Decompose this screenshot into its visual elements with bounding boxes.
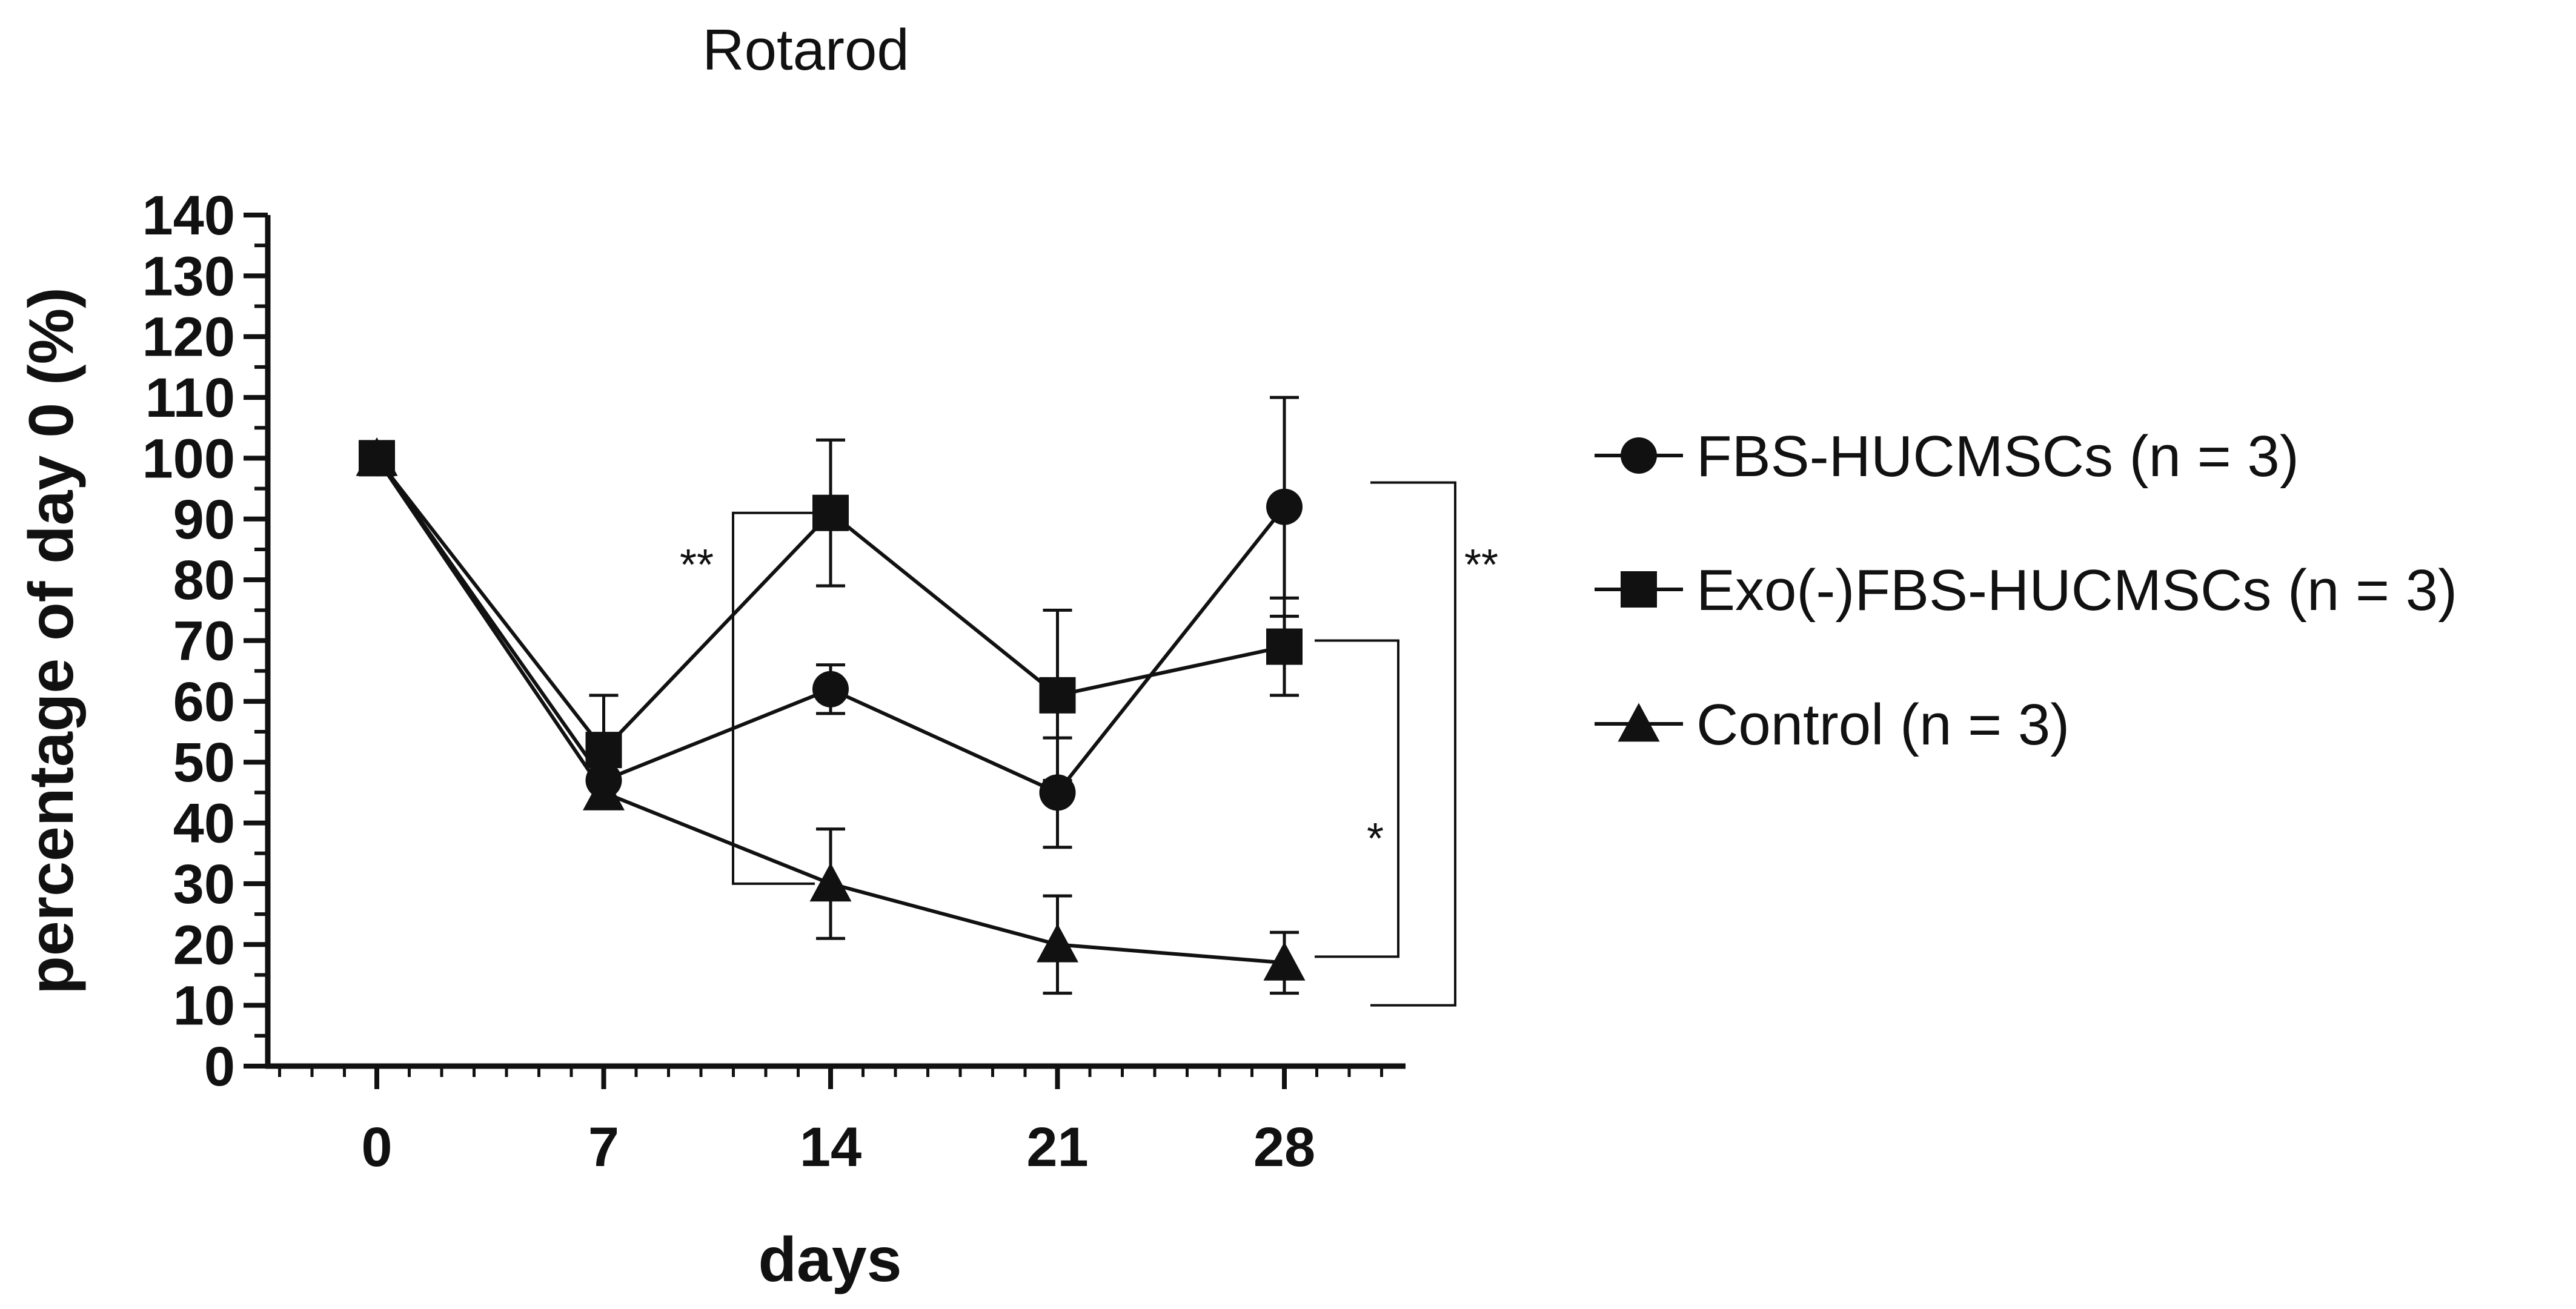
series-3: [356, 437, 1306, 995]
y-tick-label: 10: [173, 975, 235, 1037]
data-point: [356, 437, 398, 476]
data-point: [1039, 677, 1076, 714]
y-tick-label: 0: [204, 1036, 235, 1098]
y-tick-label: 110: [145, 367, 235, 429]
chart-title: Rotarod: [702, 18, 909, 82]
data-point: [1263, 941, 1306, 981]
bracket-day28-inner: [1315, 639, 1399, 958]
x-tick-label: 0: [361, 1116, 392, 1178]
y-tick-label: 90: [173, 489, 235, 551]
y-tick-label: 30: [173, 853, 235, 915]
x-tick-label: 14: [800, 1116, 861, 1178]
x-axis-title: days: [758, 1225, 901, 1295]
y-tick-label: 130: [142, 245, 236, 307]
data-point: [1266, 628, 1303, 665]
y-tick-label: 120: [142, 307, 236, 368]
legend-label: FBS-HUCMSCs (n = 3): [1696, 424, 2299, 489]
legend-marker: [1618, 703, 1660, 742]
series-layer: [356, 396, 1306, 995]
data-point: [812, 671, 849, 708]
bracket-day28-outer: [1370, 481, 1456, 1007]
x-tick-label: 21: [1026, 1116, 1088, 1178]
y-axis-title: percentage of day 0 (%): [16, 287, 87, 994]
data-point: [1039, 774, 1076, 811]
y-tick-label: 100: [142, 428, 236, 489]
sig-label-day28-outer: **: [1464, 541, 1498, 589]
y-tick-label: 140: [142, 185, 236, 247]
data-point: [585, 732, 622, 769]
legend-item-1: FBS-HUCMSCs (n = 3): [1595, 424, 2299, 489]
significance-brackets: *****: [680, 481, 1498, 1007]
y-tick-label: 50: [173, 732, 235, 794]
data-point: [812, 494, 849, 531]
series-2: [359, 438, 1303, 806]
x-tick-label: 28: [1253, 1116, 1315, 1178]
y-tick-label: 40: [173, 793, 235, 855]
y-tick-label: 70: [173, 611, 235, 672]
legend-marker: [1621, 437, 1657, 474]
legend-item-3: Control (n = 3): [1595, 692, 2070, 757]
data-point: [1037, 923, 1078, 963]
legend-item-2: Exo(-)FBS-HUCMSCs (n = 3): [1595, 558, 2457, 623]
sig-label-day14: **: [680, 541, 714, 589]
y-tick-label: 20: [173, 914, 235, 976]
legend-marker: [1621, 571, 1657, 608]
data-point: [1266, 488, 1303, 525]
y-tick-label: 80: [173, 549, 235, 611]
sig-label-day28-inner: *: [1367, 815, 1384, 863]
legend-label: Exo(-)FBS-HUCMSCs (n = 3): [1696, 558, 2457, 623]
x-tick-label: 7: [588, 1116, 619, 1178]
bracket-day14: [732, 511, 815, 885]
x-axis-ticks: 0 7 14 21 28: [278, 1066, 1383, 1178]
data-point: [583, 771, 625, 810]
y-tick-label: 60: [173, 671, 235, 733]
legend-label: Control (n = 3): [1696, 692, 2070, 757]
data-point: [809, 863, 852, 902]
legend: FBS-HUCMSCs (n = 3) Exo(-)FBS-HUCMSCs (n …: [1595, 424, 2457, 757]
